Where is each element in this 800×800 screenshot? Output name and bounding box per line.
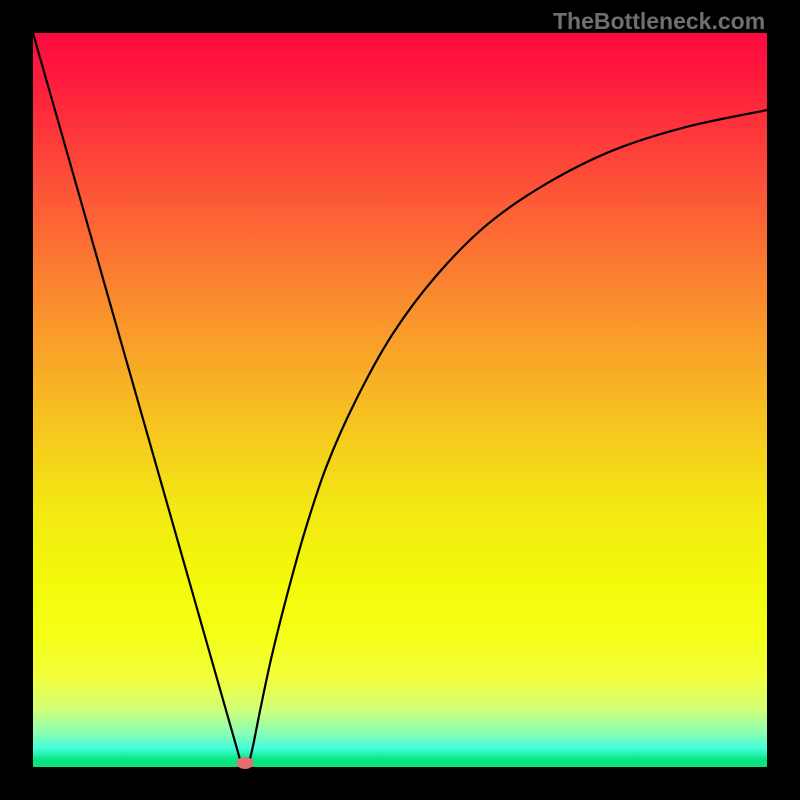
plot-area (33, 33, 767, 767)
watermark-text: TheBottleneck.com (553, 8, 765, 35)
bottleneck-curve (33, 33, 767, 767)
chart-container: TheBottleneck.com (0, 0, 800, 800)
minimum-marker (237, 757, 254, 769)
curve-path (33, 33, 767, 767)
